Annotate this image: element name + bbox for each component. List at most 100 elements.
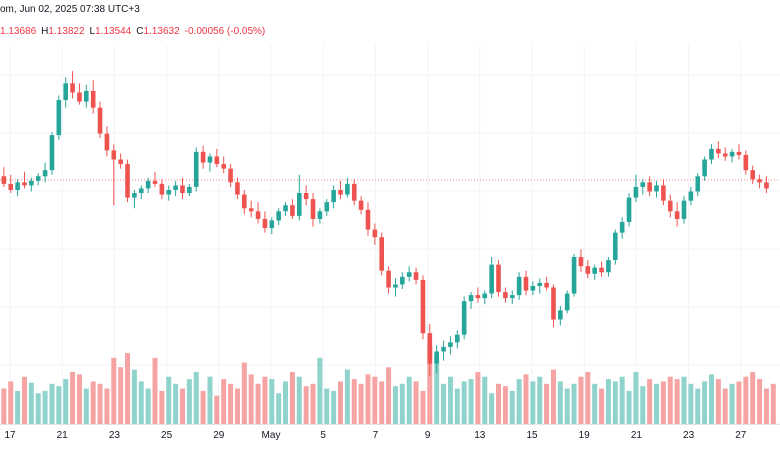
volume-bar [537, 376, 543, 424]
volume-bar [599, 388, 605, 424]
candle [255, 202, 261, 224]
candle-body [386, 270, 391, 288]
volume-bar [131, 369, 137, 424]
candle [269, 217, 275, 235]
candle-body [647, 182, 652, 192]
candle [743, 150, 749, 175]
candle [42, 162, 48, 183]
candle-body [578, 257, 584, 267]
candle-body [310, 199, 316, 219]
candle-body [441, 346, 446, 352]
candle-body [200, 151, 206, 163]
candle [757, 174, 762, 189]
candle-body [187, 186, 192, 194]
candle-body [296, 193, 302, 216]
candle [1, 167, 7, 187]
volume-bar [276, 393, 282, 424]
candle-body [276, 211, 281, 221]
candle-body [722, 153, 728, 157]
x-axis-tick-label: 17 [4, 430, 16, 441]
candle [8, 174, 14, 194]
candle-body [702, 159, 707, 177]
volume-bar [578, 376, 584, 424]
volume-bar [702, 381, 708, 424]
candle-body [393, 284, 398, 288]
candle-body [400, 276, 405, 285]
candle-body [56, 100, 62, 136]
candle [606, 257, 611, 277]
high-label: H [41, 26, 49, 37]
candle-body [688, 191, 694, 201]
volume-bar [76, 374, 82, 424]
volume-bar [372, 376, 378, 424]
candle-body [214, 156, 220, 165]
volume-bar [530, 381, 536, 424]
volume-bar [207, 376, 213, 424]
candle-body [15, 182, 20, 190]
x-axis-tick-label: 13 [474, 430, 486, 441]
candle-body [448, 342, 453, 347]
volume-bar [399, 383, 405, 424]
volume-bar [179, 388, 185, 424]
candle-body [351, 183, 357, 201]
x-axis-tick-label: 25 [161, 430, 173, 441]
candle [70, 71, 75, 99]
grid [0, 45, 780, 424]
candle [599, 261, 604, 277]
candle-body [496, 264, 501, 293]
volume-bars [1, 346, 776, 424]
volume-bar [166, 376, 172, 424]
candle-body [509, 295, 515, 299]
volume-bar [90, 381, 96, 424]
candle [564, 290, 570, 314]
candle [592, 264, 597, 280]
candle [200, 145, 206, 169]
candle-body [661, 185, 666, 201]
volume-bar [118, 367, 124, 424]
candle [647, 176, 652, 197]
candle-body [475, 295, 481, 299]
volume-bar [125, 353, 131, 424]
candle-body [537, 282, 543, 286]
candle-body [454, 334, 460, 343]
candle [15, 179, 20, 197]
volume-bar [15, 390, 21, 424]
volume-bar [97, 383, 103, 424]
volume-bar [523, 374, 529, 424]
volume-bar [482, 376, 488, 424]
candle-body [413, 272, 419, 280]
candle-body [331, 189, 336, 203]
candle-body [626, 197, 632, 222]
candle [166, 185, 172, 201]
candle [496, 260, 501, 297]
candle-body [379, 237, 385, 271]
candle-body [551, 287, 556, 320]
volume-bar [763, 388, 769, 424]
x-axis-tick-label: 29 [213, 430, 225, 441]
volume-bar [626, 390, 632, 424]
candle [262, 211, 268, 233]
candle-body [619, 221, 625, 233]
candle-body [173, 185, 178, 190]
candle-body [523, 276, 529, 291]
candle-body [290, 205, 295, 216]
volume-bar [331, 390, 337, 424]
candle-body [503, 292, 508, 299]
candle-body [592, 267, 597, 274]
candle-body [489, 264, 494, 294]
candle [22, 171, 27, 189]
volume-bar [351, 379, 357, 424]
candle [324, 199, 330, 216]
candle-body [104, 133, 110, 151]
candle-body [674, 211, 680, 219]
candle-body [358, 200, 364, 210]
open-value: 1.13686 [0, 26, 37, 37]
candle [214, 148, 220, 168]
candle-body [736, 151, 742, 155]
candle-body [207, 156, 213, 163]
candle-body [461, 301, 467, 335]
candle [523, 270, 529, 296]
volume-bar [695, 388, 701, 424]
